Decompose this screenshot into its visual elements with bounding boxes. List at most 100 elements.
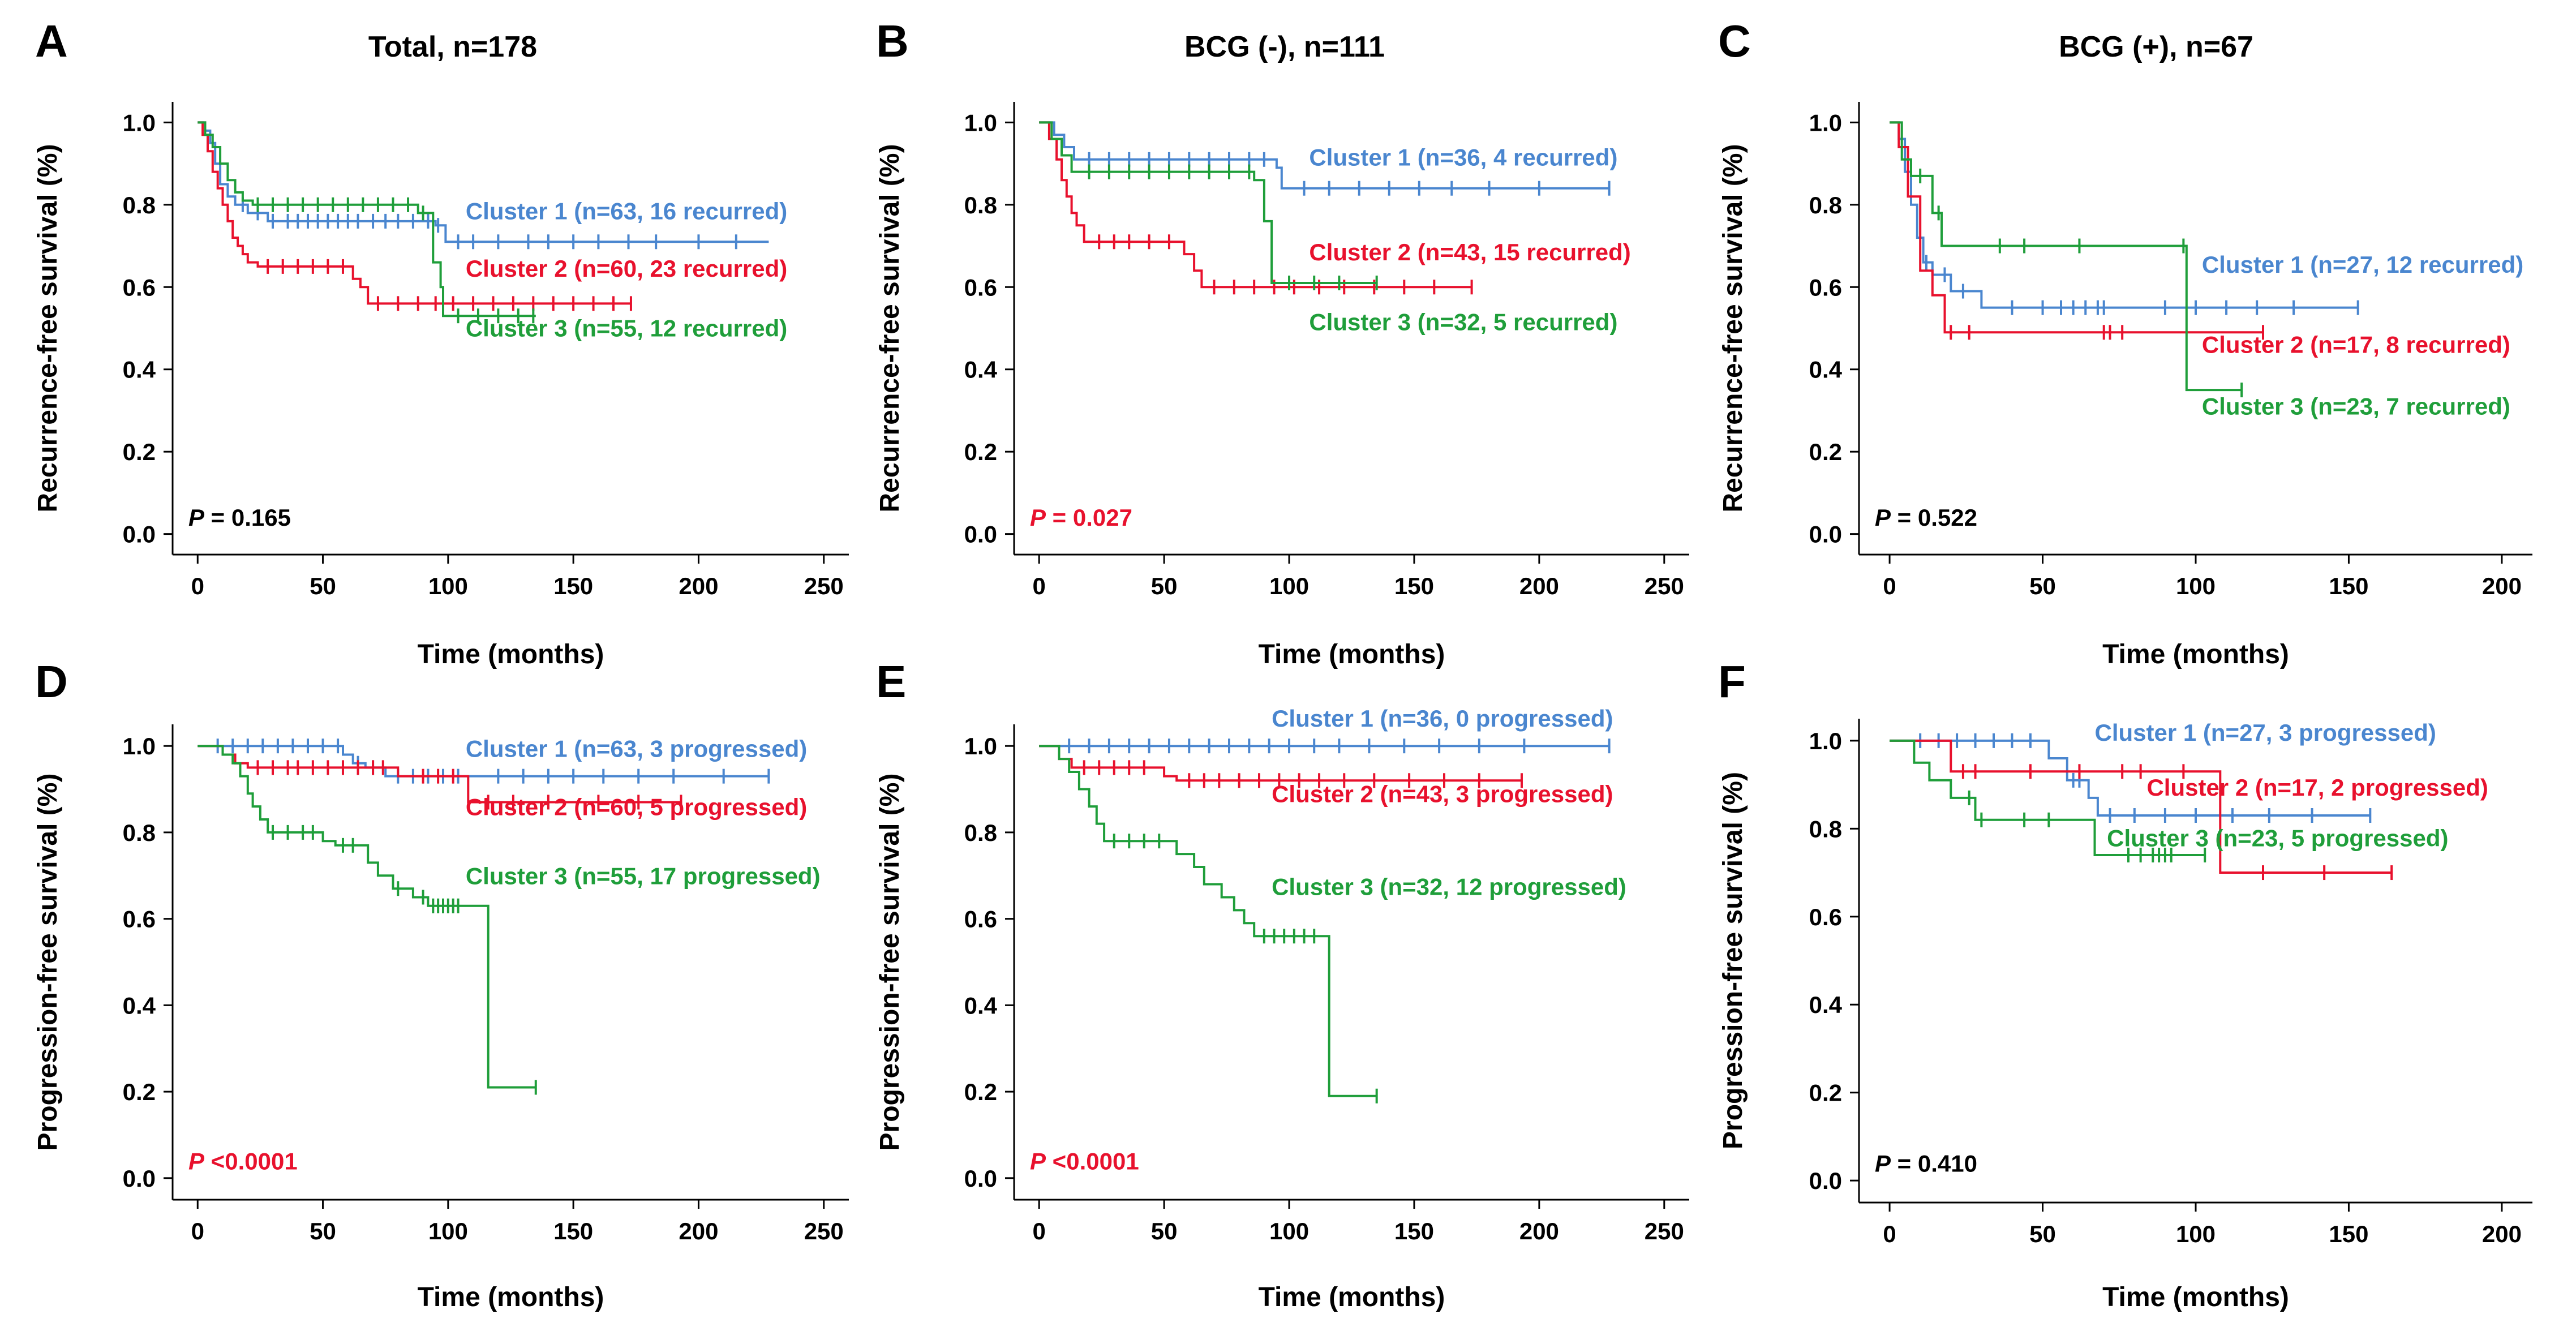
km-curve xyxy=(198,121,631,305)
series-cluster3: Cluster 3 (n=23, 7 recurred) xyxy=(1890,121,2510,420)
series-cluster1: Cluster 1 (n=63, 3 progressed) xyxy=(198,735,807,784)
x-tick-label: 50 xyxy=(310,1218,336,1244)
panel-f: F 0 50 100 150 200 0.0 0.2 0.4 0.6 0.8 1.0 Time (mon… xyxy=(1718,656,2532,1312)
y-tick-label: 0.6 xyxy=(964,274,997,300)
series-cluster2: Cluster 2 (n=17, 2 progressed) xyxy=(1890,739,2488,881)
y-tick-label: 0.4 xyxy=(1809,357,1843,383)
km-curve xyxy=(198,745,769,778)
y-tick-label: 0.6 xyxy=(1809,904,1842,930)
x-tick-label: 50 xyxy=(1151,1218,1178,1244)
km-curve xyxy=(198,121,769,243)
y-tick-label: 0.0 xyxy=(964,1165,997,1192)
y-tick-label: 0.4 xyxy=(964,992,998,1019)
x-tick-label: 0 xyxy=(1033,1218,1046,1244)
x-tick-label: 0 xyxy=(191,1218,204,1244)
series-cluster1: Cluster 1 (n=63, 16 recurred) xyxy=(198,121,787,250)
y-axis-label: Recurrence-free survival (%) xyxy=(1718,144,1748,513)
y-axis-label: Progression-free survival (%) xyxy=(33,774,63,1151)
y-tick-label: 0.6 xyxy=(123,906,156,933)
series-label: Cluster 3 (n=55, 12 recurred) xyxy=(466,315,787,342)
panel-c: C BCG (+), n=67 0 50 100 150 200 0.0 0.2 0.4 0.6 0.… xyxy=(1718,16,2532,669)
series-label: Cluster 1 (n=63, 16 recurred) xyxy=(466,197,787,224)
x-tick-label: 150 xyxy=(2329,573,2368,599)
panel-b: B BCG (-), n=111 0 50 100 150 200 250 0.0 0.2 0.4 0… xyxy=(875,16,1689,669)
y-tick-label: 0.8 xyxy=(123,192,156,218)
y-axis-label: Progression-free survival (%) xyxy=(875,774,905,1151)
y-tick-label: 0.8 xyxy=(964,819,997,846)
x-tick-label: 100 xyxy=(428,573,468,599)
x-tick-label: 100 xyxy=(1269,573,1309,599)
y-tick-label: 0.8 xyxy=(1809,192,1842,218)
x-tick-label: 0 xyxy=(1883,1221,1896,1247)
series-label: Cluster 3 (n=23, 7 recurred) xyxy=(2202,393,2510,420)
km-curve xyxy=(1890,121,2242,392)
y-tick-label: 0.0 xyxy=(1809,521,1842,548)
x-tick-label: 50 xyxy=(2029,573,2056,599)
x-tick-label: 100 xyxy=(1269,1218,1309,1244)
x-tick-label: 250 xyxy=(804,1218,844,1244)
series-label: Cluster 2 (n=43, 3 progressed) xyxy=(1272,780,1613,807)
p-value: P <0.0001 xyxy=(188,1148,298,1175)
panel-d: D 0 50 100 150 200 250 0.0 0.2 0.4 0.6 0.8 1.0 Time (… xyxy=(33,656,849,1312)
y-tick-label: 0.2 xyxy=(964,1079,997,1105)
y-tick-label: 0.4 xyxy=(964,357,998,383)
km-curve xyxy=(1039,121,1472,289)
x-tick-label: 250 xyxy=(1645,1218,1684,1244)
p-value: P <0.0001 xyxy=(1030,1148,1139,1175)
x-axis-label: Time (months) xyxy=(2102,1282,2289,1312)
series-label: Cluster 3 (n=32, 12 progressed) xyxy=(1272,874,1626,900)
y-axis-label: Recurrence-free survival (%) xyxy=(875,144,905,513)
panel-letter: D xyxy=(35,656,68,707)
y-axis-label: Recurrence-free survival (%) xyxy=(33,144,63,513)
series-cluster2: Cluster 2 (n=60, 5 progressed) xyxy=(198,745,807,820)
panel-letter: F xyxy=(1718,656,1746,707)
x-tick-label: 150 xyxy=(2329,1221,2368,1247)
panel-letter: B xyxy=(876,16,909,66)
x-tick-label: 100 xyxy=(2176,573,2216,599)
km-curve xyxy=(1039,121,1377,284)
y-tick-label: 1.0 xyxy=(1809,728,1842,754)
p-value: P = 0.522 xyxy=(1875,504,1977,531)
x-tick-label: 50 xyxy=(310,573,336,599)
y-tick-label: 0.0 xyxy=(123,1165,156,1192)
y-tick-label: 0.2 xyxy=(123,439,156,465)
series-cluster1: Cluster 1 (n=36, 0 progressed) xyxy=(1039,705,1613,754)
series-cluster1: Cluster 1 (n=27, 12 recurred) xyxy=(1890,121,2523,315)
series-label: Cluster 2 (n=43, 15 recurred) xyxy=(1309,239,1630,265)
y-tick-label: 1.0 xyxy=(123,109,156,136)
y-tick-label: 0.2 xyxy=(964,439,997,465)
series-label: Cluster 1 (n=27, 3 progressed) xyxy=(2095,719,2436,746)
series-cluster3: Cluster 3 (n=55, 17 progressed) xyxy=(198,745,821,1095)
x-tick-label: 150 xyxy=(553,573,593,599)
panel-letter: E xyxy=(876,656,906,707)
panel-title: Total, n=178 xyxy=(368,31,537,63)
x-tick-label: 200 xyxy=(679,1218,718,1244)
series-label: Cluster 2 (n=60, 23 recurred) xyxy=(466,255,787,282)
y-tick-label: 0.8 xyxy=(964,192,997,218)
km-curve xyxy=(1890,739,2371,817)
panel-letter: C xyxy=(1718,16,1751,66)
series-cluster2: Cluster 2 (n=43, 15 recurred) xyxy=(1039,121,1631,295)
km-curve xyxy=(1890,739,2205,856)
x-tick-label: 250 xyxy=(804,573,844,599)
km-curve xyxy=(1039,745,1377,1097)
y-tick-label: 0.8 xyxy=(123,819,156,846)
x-tick-label: 150 xyxy=(1394,573,1434,599)
x-tick-label: 200 xyxy=(1519,573,1559,599)
panel-title: BCG (-), n=111 xyxy=(1184,31,1385,63)
km-curve xyxy=(198,121,536,317)
x-axis-label: Time (months) xyxy=(1259,639,1445,669)
series-cluster1: Cluster 1 (n=36, 4 recurred) xyxy=(1039,121,1617,196)
series-label: Cluster 1 (n=27, 12 recurred) xyxy=(2202,251,2523,278)
km-curve xyxy=(198,745,536,1089)
y-tick-label: 0.6 xyxy=(964,906,997,933)
y-tick-label: 0.6 xyxy=(1809,274,1842,300)
y-tick-label: 0.8 xyxy=(1809,815,1842,842)
y-tick-label: 1.0 xyxy=(964,733,997,759)
x-tick-label: 200 xyxy=(1519,1218,1559,1244)
x-tick-label: 50 xyxy=(2029,1221,2056,1247)
y-tick-label: 0.4 xyxy=(123,992,156,1019)
series-label: Cluster 3 (n=23, 5 progressed) xyxy=(2107,825,2448,851)
x-tick-label: 100 xyxy=(2176,1221,2216,1247)
